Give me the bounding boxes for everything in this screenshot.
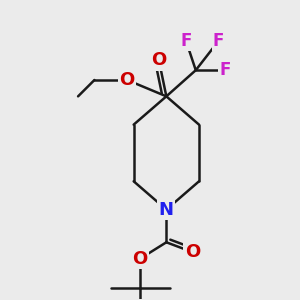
Text: O: O xyxy=(151,51,166,69)
Text: N: N xyxy=(159,201,174,219)
Text: O: O xyxy=(185,243,200,261)
Text: F: F xyxy=(213,32,224,50)
Text: F: F xyxy=(180,32,192,50)
Text: O: O xyxy=(119,71,135,89)
Text: F: F xyxy=(220,61,231,79)
Text: O: O xyxy=(133,250,148,268)
